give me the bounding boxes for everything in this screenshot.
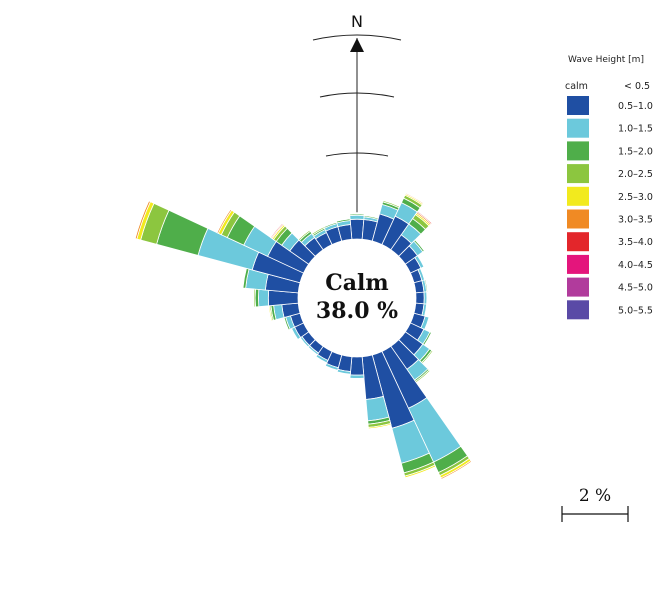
petal-segment-dir-40-bin-6	[416, 210, 433, 225]
legend-title: Wave Height [m]	[568, 55, 644, 65]
legend-label-3: 2.0–2.5	[618, 169, 653, 180]
petal-segment-dir-0-bin-1	[349, 214, 365, 220]
petal-segment-dir-270-bin-3	[253, 288, 256, 308]
petal-segment-dir-0-bin-0	[349, 218, 365, 240]
wind-rose-petals	[134, 192, 473, 480]
legend-swatch-6	[567, 232, 589, 252]
legend-swatch-9	[567, 300, 589, 320]
petal-segment-dir-50-bin-2	[413, 239, 425, 253]
petal-segment-dir-190-bin-1	[336, 368, 351, 375]
petal-segment-dir-90-bin-1	[423, 291, 428, 305]
scale-label: 2 %	[579, 486, 611, 506]
legend-label-6: 3.5–4.0	[618, 237, 653, 248]
calm-label: Calm	[325, 270, 388, 296]
calm-circle	[298, 239, 416, 357]
legend-label-9: 5.0–5.5	[618, 305, 653, 316]
petal-segment-dir-180-bin-1	[349, 374, 365, 379]
petal-segment-dir-80-bin-2	[424, 279, 429, 293]
legend-swatch-5	[567, 209, 589, 229]
petal-segment-dir-150-bin-5	[440, 460, 473, 480]
legend-swatch-7	[567, 254, 589, 274]
north-tick-arc-3	[325, 152, 389, 157]
petal-segment-dir-350-bin-3	[335, 217, 351, 222]
legend-label-0: 0.5–1.0	[618, 101, 653, 112]
north-tick-arc-2	[319, 92, 395, 98]
north-tick-arc-1	[312, 34, 402, 41]
legend-swatch-8	[567, 277, 589, 297]
north-arrow-head-icon	[350, 38, 364, 52]
petal-segment-dir-310-bin-6	[269, 222, 284, 239]
legend-label-7: 4.0–4.5	[618, 260, 653, 271]
petal-segment-dir-60-bin-1	[414, 255, 425, 269]
petal-segment-dir-170-bin-4	[367, 423, 392, 430]
scale-bar: 2 %	[561, 486, 629, 522]
petal-segment-dir-160-bin-4	[404, 464, 437, 479]
calm-percent: 38.0 %	[316, 298, 398, 324]
petal-segment-dir-210-bin-1	[315, 353, 329, 364]
legend-label-5: 3.0–3.5	[618, 215, 653, 226]
petal-segment-dir-300-bin-5	[216, 208, 233, 234]
legend-calm-range: < 0.5	[624, 81, 650, 92]
petal-segment-dir-320-bin-3	[297, 229, 311, 241]
legend-label-8: 4.5–5.0	[618, 283, 653, 294]
legend-swatch-4	[567, 186, 589, 206]
petal-segment-dir-90-bin-0	[415, 291, 425, 305]
legend-swatch-1	[567, 118, 589, 138]
petal-segment-dir-270-bin-1	[257, 288, 270, 308]
petal-segment-dir-30-bin-5	[404, 192, 424, 205]
legend-calm-label: calm	[565, 81, 588, 92]
legend-swatch-2	[567, 141, 589, 161]
legend: Wave Height [m] calm < 0.5 0.5–1.0 1.0–1.…	[565, 55, 653, 320]
petal-segment-dir-180-bin-0	[349, 356, 365, 376]
legend-label-4: 2.5–3.0	[618, 192, 653, 203]
legend-swatch-3	[567, 164, 589, 184]
north-label: N	[351, 12, 363, 31]
legend-label-2: 1.5–2.0	[618, 146, 653, 157]
petal-segment-dir-200-bin-1	[324, 362, 339, 371]
petal-segment-dir-0-bin-4	[349, 212, 365, 215]
north-arrow: N	[312, 12, 402, 232]
legend-swatch-0	[567, 96, 589, 115]
legend-label-1: 1.0–1.5	[618, 124, 653, 135]
petal-segment-dir-290-bin-5	[134, 200, 151, 240]
legend-items: 0.5–1.0 1.0–1.5 1.5–2.0 2.0–2.5 2.5–3.0 3.0–3…	[567, 96, 653, 320]
